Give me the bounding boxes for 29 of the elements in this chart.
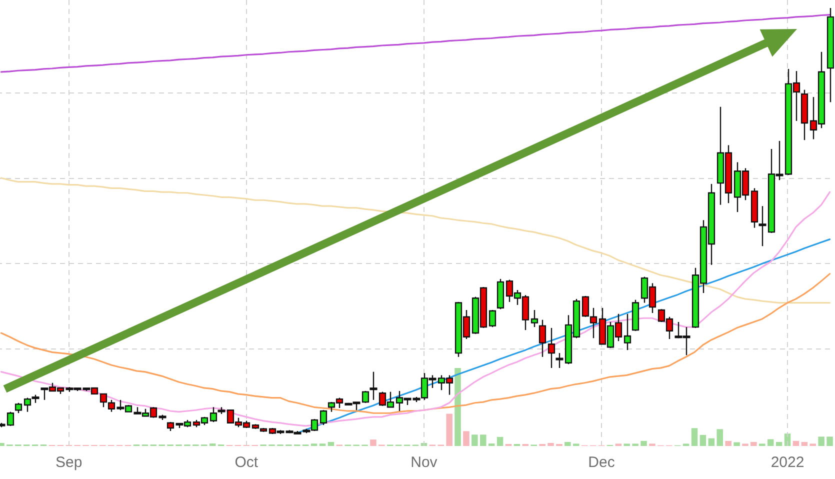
bar: [454, 368, 461, 446]
bar: [734, 442, 740, 446]
bar: [725, 440, 732, 446]
bar: [691, 428, 698, 446]
bar: [328, 442, 334, 446]
bar: [640, 440, 647, 446]
bar: [767, 439, 774, 446]
x-tick-label: Oct: [234, 454, 259, 472]
x-tick-label: 2022: [770, 454, 804, 472]
bar: [792, 440, 800, 446]
x-tick-label: Nov: [410, 454, 438, 472]
bar: [708, 438, 715, 446]
bar: [463, 431, 470, 446]
bar: [750, 442, 757, 446]
bar: [818, 436, 824, 446]
bar: [801, 442, 808, 446]
bar: [472, 434, 478, 446]
bar: [370, 440, 376, 446]
bar: [446, 414, 452, 446]
bar: [776, 442, 782, 446]
bar: [496, 436, 504, 446]
bar: [826, 436, 833, 446]
x-tick-label: Dec: [588, 454, 616, 472]
bar: [716, 429, 723, 446]
bar: [480, 434, 486, 446]
bar: [700, 434, 706, 446]
bar: [548, 442, 554, 446]
x-tick-label: Sep: [56, 454, 82, 472]
bar: [564, 442, 571, 446]
